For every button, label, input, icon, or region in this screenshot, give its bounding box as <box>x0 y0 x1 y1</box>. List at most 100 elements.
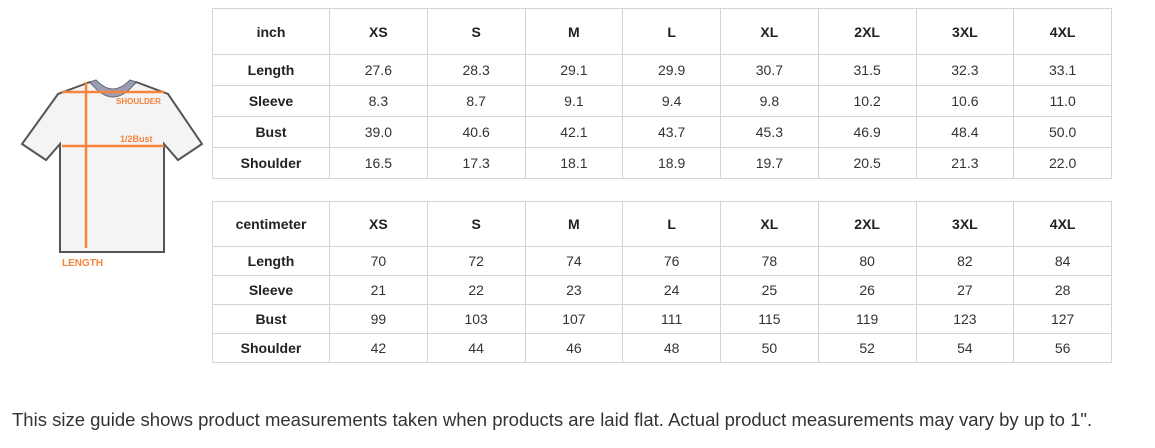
measurement-value: 26 <box>817 275 917 305</box>
measurement-label: Bust <box>212 304 330 334</box>
measurement-value: 74 <box>524 246 624 276</box>
measurement-value: 32.3 <box>915 54 1015 86</box>
measurement-label: Bust <box>212 116 330 148</box>
measurement-value: 50.0 <box>1013 116 1112 148</box>
size-header: 3XL <box>915 8 1015 55</box>
size-header: L <box>622 8 721 55</box>
table-row: Bust 39.0 40.6 42.1 43.7 45.3 46.9 48.4 50.0 <box>212 116 1112 148</box>
table-row: Bust 99 103 107 111 115 119 123 127 <box>212 304 1112 334</box>
measurement-value: 42.1 <box>524 116 624 148</box>
size-table-centimeter: centimeter XS S M L XL 2XL 3XL 4XL Length 70 72 74 76… <box>212 201 1112 363</box>
measurement-value: 99 <box>329 304 428 334</box>
measurement-value: 44 <box>426 333 526 363</box>
measurement-value: 25 <box>720 275 819 305</box>
unit-header: centimeter <box>212 201 330 247</box>
table-row: Sleeve 21 22 23 24 25 26 27 28 <box>212 275 1112 305</box>
size-header: M <box>524 8 624 55</box>
measurement-label: Length <box>212 54 330 86</box>
measurement-value: 10.6 <box>915 85 1015 117</box>
measurement-value: 31.5 <box>817 54 917 86</box>
measurement-value: 29.9 <box>622 54 721 86</box>
measurement-value: 22 <box>426 275 526 305</box>
measurement-value: 28.3 <box>426 54 526 86</box>
measurement-value: 43.7 <box>622 116 721 148</box>
length-label: LENGTH <box>62 258 103 269</box>
measurement-value: 40.6 <box>426 116 526 148</box>
measurement-value: 23 <box>524 275 624 305</box>
measurement-value: 119 <box>817 304 917 334</box>
measurement-value: 45.3 <box>720 116 819 148</box>
size-guide-note: This size guide shows product measuremen… <box>12 409 1093 430</box>
size-header: XS <box>329 8 428 55</box>
measurement-label: Sleeve <box>212 85 330 117</box>
shoulder-label: SHOULDER <box>116 97 161 106</box>
measurement-value: 72 <box>426 246 526 276</box>
measurement-value: 46.9 <box>817 116 917 148</box>
measurement-value: 8.3 <box>329 85 428 117</box>
bust-label: 1/2Bust <box>120 134 153 144</box>
table-row: Shoulder 42 44 46 48 50 52 54 56 <box>212 333 1112 363</box>
measurement-value: 48 <box>622 333 721 363</box>
table-row: Shoulder 16.5 17.3 18.1 18.9 19.7 20.5 21.3 22.0 <box>212 147 1112 179</box>
measurement-value: 103 <box>426 304 526 334</box>
measurement-value: 123 <box>915 304 1015 334</box>
measurement-value: 33.1 <box>1013 54 1112 86</box>
measurement-value: 18.9 <box>622 147 721 179</box>
measurement-value: 56 <box>1013 333 1112 363</box>
measurement-value: 19.7 <box>720 147 819 179</box>
measurement-value: 50 <box>720 333 819 363</box>
measurement-label: Length <box>212 246 330 276</box>
measurement-value: 9.1 <box>524 85 624 117</box>
size-header: XS <box>329 201 428 247</box>
size-header: S <box>426 201 526 247</box>
measurement-value: 9.4 <box>622 85 721 117</box>
tshirt-measurement-diagram: SHOULDER 1/2Bust LENGTH <box>20 79 204 269</box>
size-header: 4XL <box>1013 8 1112 55</box>
measurement-value: 127 <box>1013 304 1112 334</box>
measurement-value: 18.1 <box>524 147 624 179</box>
measurement-value: 28 <box>1013 275 1112 305</box>
measurement-value: 11.0 <box>1013 85 1112 117</box>
size-header: XL <box>720 201 819 247</box>
size-header: 2XL <box>817 201 917 247</box>
measurement-value: 27 <box>915 275 1015 305</box>
size-header: S <box>426 8 526 55</box>
measurement-value: 76 <box>622 246 721 276</box>
measurement-value: 84 <box>1013 246 1112 276</box>
measurement-value: 29.1 <box>524 54 624 86</box>
table-row: Length 27.6 28.3 29.1 29.9 30.7 31.5 32.3 33.1 <box>212 54 1112 86</box>
size-header: XL <box>720 8 819 55</box>
measurement-value: 8.7 <box>426 85 526 117</box>
measurement-value: 21 <box>329 275 428 305</box>
measurement-label: Sleeve <box>212 275 330 305</box>
size-header: 3XL <box>915 201 1015 247</box>
measurement-value: 39.0 <box>329 116 428 148</box>
measurement-value: 24 <box>622 275 721 305</box>
measurement-value: 22.0 <box>1013 147 1112 179</box>
measurement-value: 46 <box>524 333 624 363</box>
measurement-value: 70 <box>329 246 428 276</box>
measurement-value: 20.5 <box>817 147 917 179</box>
measurement-value: 42 <box>329 333 428 363</box>
measurement-value: 107 <box>524 304 624 334</box>
measurement-value: 115 <box>720 304 819 334</box>
measurement-value: 48.4 <box>915 116 1015 148</box>
table-row: Sleeve 8.3 8.7 9.1 9.4 9.8 10.2 10.6 11.0 <box>212 85 1112 117</box>
size-header: 4XL <box>1013 201 1112 247</box>
measurement-value: 10.2 <box>817 85 917 117</box>
unit-header: inch <box>212 8 330 55</box>
measurement-value: 78 <box>720 246 819 276</box>
size-table-inch: inch XS S M L XL 2XL 3XL 4XL Length 27.6 28.3 29.1 29… <box>212 8 1112 179</box>
measurement-label: Shoulder <box>212 147 330 179</box>
measurement-value: 80 <box>817 246 917 276</box>
table-header-row: centimeter XS S M L XL 2XL 3XL 4XL <box>212 201 1112 247</box>
table-row: Length 70 72 74 76 78 80 82 84 <box>212 246 1112 276</box>
measurement-value: 111 <box>622 304 721 334</box>
measurement-value: 27.6 <box>329 54 428 86</box>
measurement-value: 52 <box>817 333 917 363</box>
measurement-value: 21.3 <box>915 147 1015 179</box>
measurement-value: 54 <box>915 333 1015 363</box>
tshirt-outline-icon <box>20 80 204 253</box>
measurement-value: 82 <box>915 246 1015 276</box>
measurement-value: 17.3 <box>426 147 526 179</box>
